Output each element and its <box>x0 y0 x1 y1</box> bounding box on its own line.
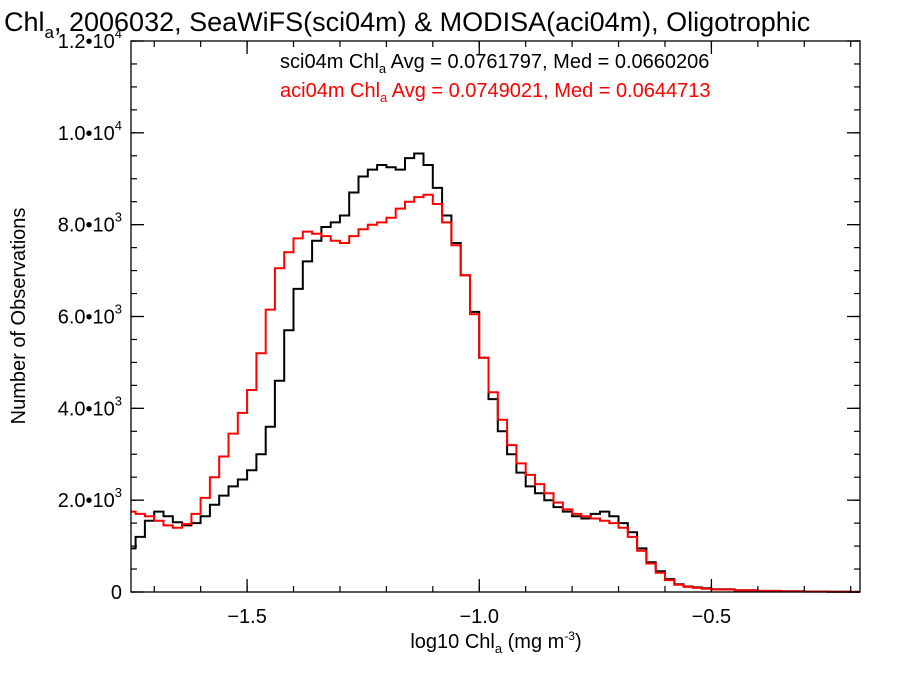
y-tick-label: 2.0•103 <box>58 485 122 512</box>
stats-annotation-0: sci04m Chla Avg = 0.0761797, Med = 0.066… <box>280 51 709 76</box>
y-tick-mantissa: 1.2•10 <box>58 31 115 53</box>
y-tick-exponent: 3 <box>115 485 122 500</box>
chart-title: Chla, 2006032, SeaWiFS(sci04m) & MODISA(… <box>4 7 810 42</box>
chart-title-sub: a <box>45 23 55 42</box>
stats-annotation-text: aci04m Chl <box>280 80 380 102</box>
stats-annotation-sub: a <box>379 61 387 76</box>
x-axis-label-units: (mg m <box>502 631 564 653</box>
y-tick-exponent: 3 <box>115 302 122 317</box>
y-tick-label: 1.2•104 <box>58 26 122 53</box>
y-tick-mantissa: 0 <box>111 582 122 604</box>
stats-annotation-text: sci04m Chl <box>280 51 379 73</box>
y-tick-label: 8.0•103 <box>58 210 122 237</box>
x-tick-label: −1.0 <box>460 606 499 628</box>
y-tick-exponent: 3 <box>115 393 122 408</box>
y-tick-label: 6.0•103 <box>58 302 122 329</box>
y-tick-label: 0 <box>111 582 122 604</box>
y-tick-mantissa: 1.0•10 <box>58 123 115 145</box>
x-axis-label-main: log10 Chl <box>410 631 495 653</box>
stats-annotations: sci04m Chla Avg = 0.0761797, Med = 0.066… <box>280 51 711 105</box>
y-tick-mantissa: 2.0•10 <box>58 490 115 512</box>
x-tick-label: −0.5 <box>692 606 731 628</box>
y-tick-exponent: 4 <box>115 118 122 133</box>
y-tick-mantissa: 4.0•10 <box>58 398 115 420</box>
y-tick-mantissa: 8.0•10 <box>58 215 115 237</box>
stats-annotation-values: Avg = 0.0749021, Med = 0.0644713 <box>387 80 710 102</box>
plot-frame <box>130 40 861 593</box>
x-tick-label: −1.5 <box>227 606 266 628</box>
chart-title-main: Chl <box>4 7 45 37</box>
x-axis-label-sub: a <box>495 641 503 656</box>
stats-annotation-sub: a <box>380 90 388 105</box>
x-axis-label: log10 Chla (mg m-3) <box>410 629 581 656</box>
stats-annotation-1: aci04m Chla Avg = 0.0749021, Med = 0.064… <box>280 80 711 105</box>
y-tick-mantissa: 6.0•10 <box>58 307 115 329</box>
y-tick-exponent: 3 <box>115 210 122 225</box>
chart-title-rest: , 2006032, SeaWiFS(sci04m) & MODISA(aci0… <box>54 7 810 37</box>
y-tick-label: 4.0•103 <box>58 393 122 420</box>
series-line-1 <box>131 193 860 593</box>
y-axis-label: Number of Observations <box>8 208 30 425</box>
y-tick-exponent: 4 <box>115 26 122 41</box>
axis-layer: −1.5 −1.0 −0.502.0•1034.0•1036.0•1038.0•10… <box>58 26 860 628</box>
series-line-0 <box>131 152 860 593</box>
series-layer <box>131 152 860 593</box>
x-axis-label-exp: -3 <box>564 629 575 643</box>
y-tick-label: 1.0•104 <box>58 118 122 145</box>
x-axis-label-close: ) <box>575 631 582 653</box>
stats-annotation-values: Avg = 0.0761797, Med = 0.0660206 <box>386 51 709 73</box>
